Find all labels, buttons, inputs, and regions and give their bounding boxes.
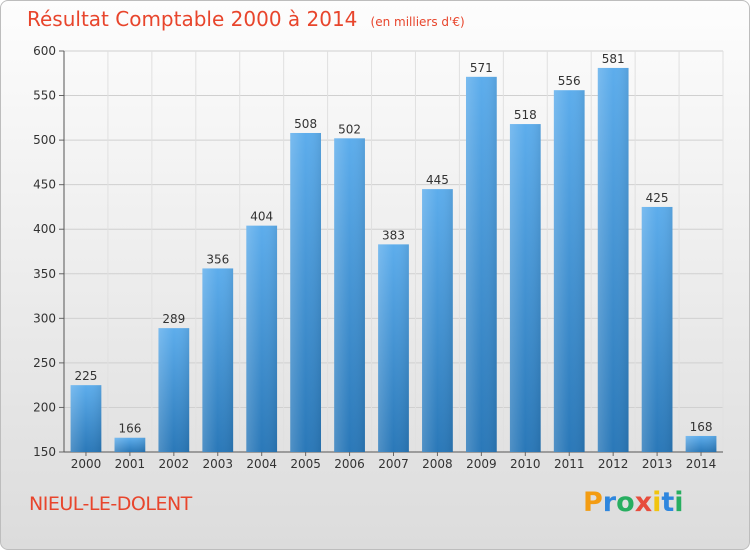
proxiti-logo[interactable]: Proxiti bbox=[583, 487, 684, 518]
value-label-2011: 556 bbox=[558, 74, 581, 88]
value-label-2006: 502 bbox=[338, 122, 361, 136]
x-tick-label-2007: 2007 bbox=[378, 457, 409, 471]
bar-shade-2006 bbox=[334, 138, 365, 452]
bar-shade-2013 bbox=[641, 206, 673, 452]
y-tick-label-300: 300 bbox=[33, 311, 56, 325]
bar-shade-2000 bbox=[70, 385, 102, 452]
bar-shade-2005 bbox=[290, 132, 322, 452]
bar-shade-2014 bbox=[685, 435, 717, 452]
logo-letter: P bbox=[583, 487, 603, 518]
bar-shade-2010 bbox=[509, 124, 541, 453]
bar-shade-2007 bbox=[378, 244, 409, 452]
value-label-2000: 225 bbox=[75, 369, 98, 383]
x-tick-label-2003: 2003 bbox=[202, 457, 233, 471]
value-label-2004: 404 bbox=[250, 210, 273, 224]
logo-letter: o bbox=[616, 487, 635, 518]
x-tick-label-2004: 2004 bbox=[246, 457, 277, 471]
y-tick-label-600: 600 bbox=[33, 44, 56, 58]
y-tick-label-150: 150 bbox=[33, 445, 56, 459]
bar-shade-2009 bbox=[465, 76, 497, 452]
label-layer: 225 166 289 356 404 508 502 383 445 571 518 556 581 4… bbox=[75, 52, 713, 436]
value-label-2013: 425 bbox=[646, 191, 669, 205]
chart-title: Résultat Comptable 2000 à 2014 bbox=[27, 7, 358, 31]
y-tick-label-550: 550 bbox=[33, 89, 56, 103]
commune-name: NIEUL-LE-DOLENT bbox=[29, 493, 192, 515]
x-tick-label-2006: 2006 bbox=[334, 457, 365, 471]
bar-layer bbox=[70, 67, 717, 453]
logo-letter: x bbox=[634, 487, 653, 518]
logo-letter: i bbox=[674, 487, 684, 518]
value-label-2002: 289 bbox=[162, 312, 185, 326]
x-tick-label-2005: 2005 bbox=[290, 457, 321, 471]
axis-layer: 150 200 250 300 350 400 450 500 550 600 2000 2001 20… bbox=[33, 44, 723, 471]
value-label-2014: 168 bbox=[690, 420, 713, 434]
x-tick-label-2000: 2000 bbox=[71, 457, 102, 471]
bar-shade-2002 bbox=[158, 328, 190, 452]
value-label-2012: 581 bbox=[602, 52, 625, 66]
value-label-2003: 356 bbox=[206, 252, 229, 266]
value-label-2009: 571 bbox=[470, 61, 493, 75]
x-tick-label-2001: 2001 bbox=[115, 457, 146, 471]
value-label-2001: 166 bbox=[118, 422, 141, 436]
y-tick-label-450: 450 bbox=[33, 178, 56, 192]
bar-shade-2008 bbox=[422, 189, 453, 452]
logo-letter: r bbox=[602, 487, 617, 518]
x-tick-label-2009: 2009 bbox=[466, 457, 497, 471]
bar-shade-2012 bbox=[597, 67, 629, 452]
value-label-2007: 383 bbox=[382, 228, 405, 242]
logo-letter: t bbox=[661, 487, 675, 518]
value-label-2008: 445 bbox=[426, 173, 449, 187]
x-tick-label-2010: 2010 bbox=[510, 457, 541, 471]
x-tick-label-2011: 2011 bbox=[554, 457, 585, 471]
bar-shade-2003 bbox=[202, 268, 234, 452]
value-label-2005: 508 bbox=[294, 117, 317, 131]
title-row: Résultat Comptable 2000 à 2014 (en milli… bbox=[27, 7, 465, 31]
x-tick-label-2012: 2012 bbox=[598, 457, 629, 471]
bar-shade-2011 bbox=[553, 90, 585, 452]
bar-shade-2001 bbox=[114, 437, 146, 452]
x-tick-label-2014: 2014 bbox=[686, 457, 717, 471]
y-tick-label-250: 250 bbox=[33, 356, 56, 370]
x-tick-label-2008: 2008 bbox=[422, 457, 453, 471]
y-tick-label-350: 350 bbox=[33, 267, 56, 281]
logo-letter: i bbox=[652, 487, 662, 518]
chart-subtitle: (en milliers d'€) bbox=[370, 15, 465, 29]
y-tick-label-400: 400 bbox=[33, 222, 56, 236]
y-tick-label-500: 500 bbox=[33, 133, 56, 147]
y-tick-label-200: 200 bbox=[33, 400, 56, 414]
bar-shade-2004 bbox=[246, 225, 278, 452]
x-tick-label-2013: 2013 bbox=[642, 457, 673, 471]
value-label-2010: 518 bbox=[514, 108, 537, 122]
x-tick-label-2002: 2002 bbox=[159, 457, 190, 471]
